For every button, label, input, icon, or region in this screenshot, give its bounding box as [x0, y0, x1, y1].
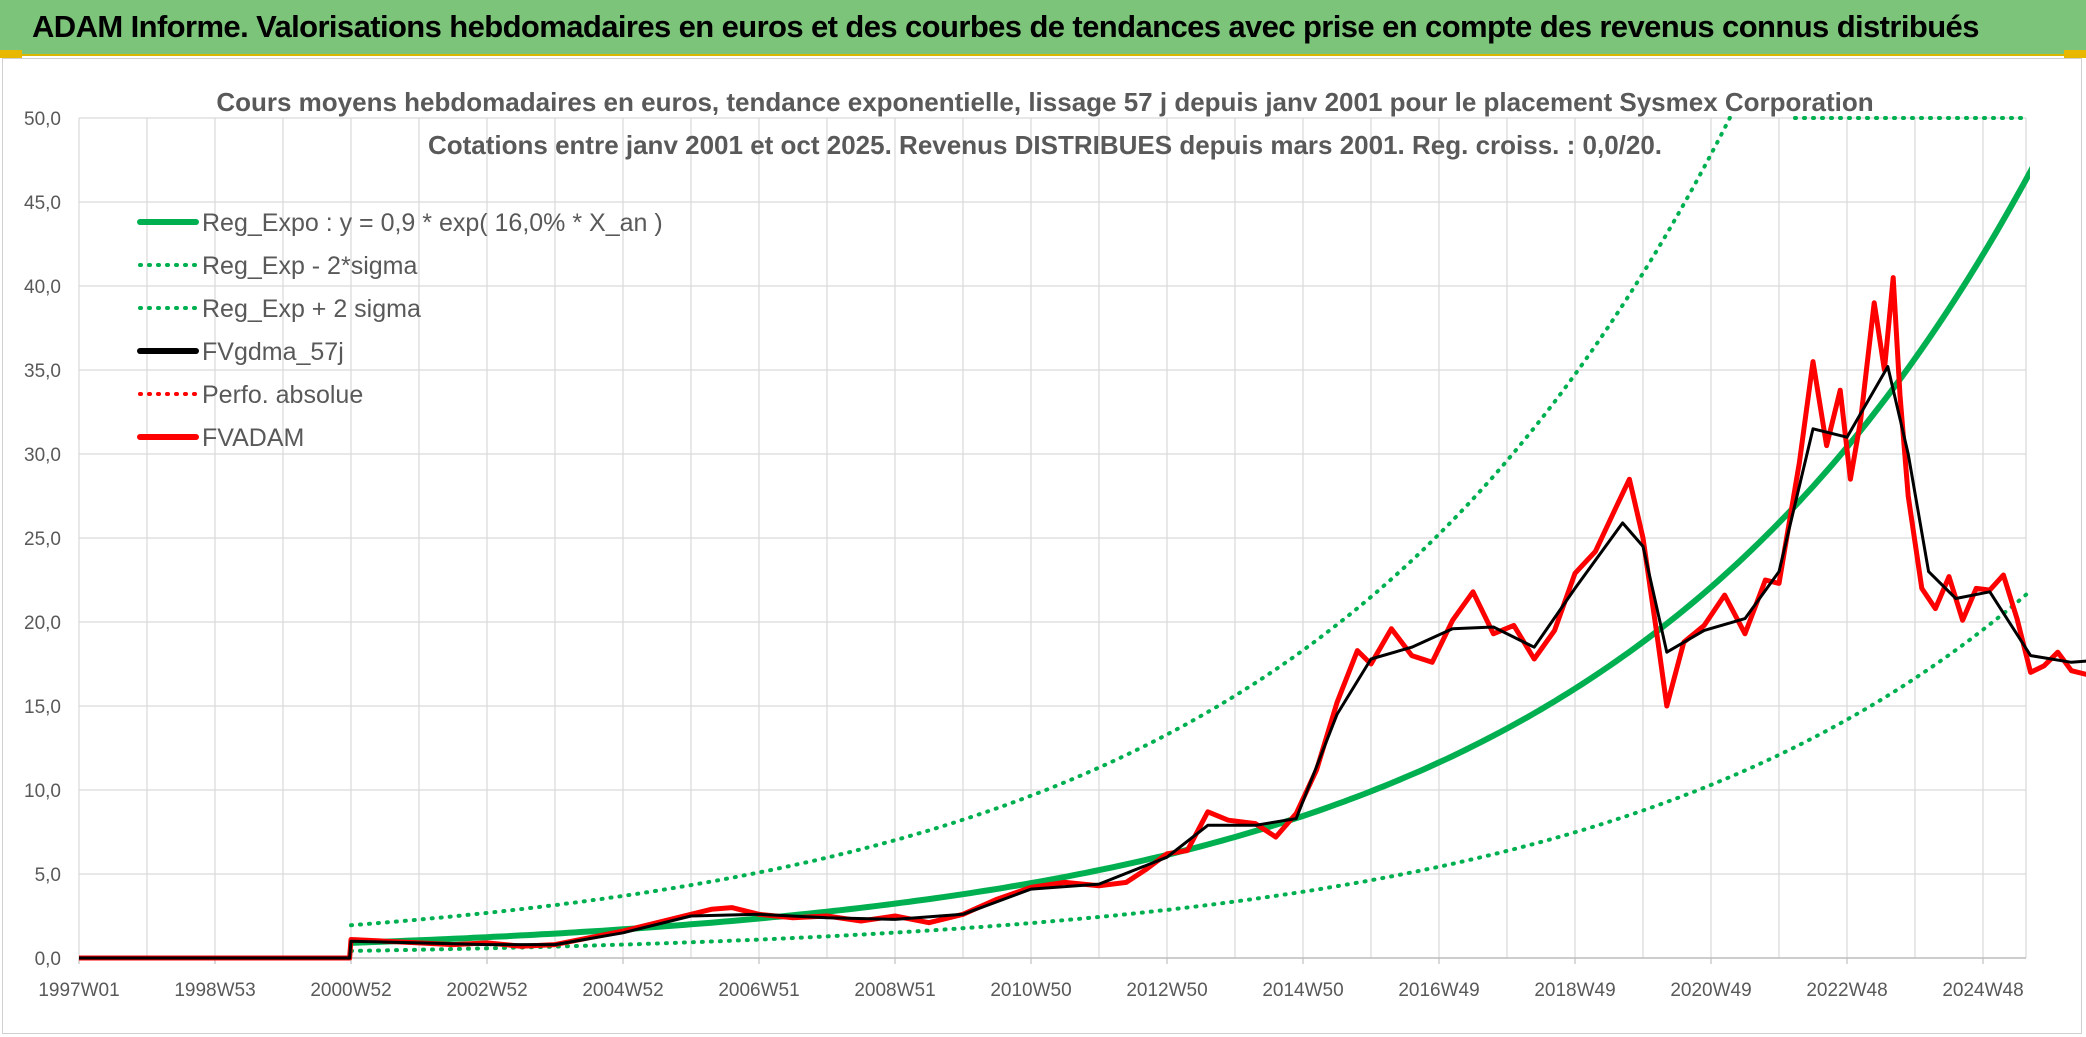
- x-tick-label: 1997W01: [38, 980, 119, 1001]
- y-tick-label: 30,0: [24, 445, 61, 466]
- banner-corner-left: [0, 50, 22, 58]
- series-reg-expo: [350, 165, 2030, 946]
- chart-frame: [2, 58, 2082, 1034]
- legend-label: Reg_Exp - 2*sigma: [202, 252, 417, 280]
- banner-corner-right: [2064, 50, 2086, 58]
- y-tick-label: 0,0: [35, 949, 61, 970]
- y-tick-label: 15,0: [24, 697, 61, 718]
- series-reg-exp-minus-2sigma: [349, 588, 2030, 953]
- x-tick-label: 2002W52: [446, 980, 527, 1001]
- x-tick-label: 2008W51: [854, 980, 935, 1001]
- legend-label: FVgdma_57j: [202, 338, 344, 366]
- legend-label: Reg_Exp + 2 sigma: [202, 295, 421, 323]
- x-axis-ticks: 1997W01 1998W53 2000W52 2002W52 2004W52 2006W…: [38, 958, 2024, 1001]
- chart-legend: Reg_Expo : y = 0,9 * exp( 16,0% * X_an )…: [137, 209, 663, 452]
- chart-subtitle: Cotations entre janv 2001 et oct 2025. R…: [428, 130, 1662, 160]
- x-tick-label: 2010W50: [990, 980, 1071, 1001]
- x-tick-label: 2024W48: [1942, 980, 2023, 1001]
- series-fvadam: [79, 275, 2086, 961]
- chart-title: Cours moyens hebdomadaires en euros, ten…: [216, 87, 1873, 117]
- y-axis-ticks: 0,0 5,0 10,0 15,0 20,0 25,0 30,0 35,0 40,0 45,0 50…: [24, 109, 61, 970]
- report-title: ADAM Informe. Valorisations hebdomadaire…: [32, 9, 1979, 44]
- legend-label: Reg_Expo : y = 0,9 * exp( 16,0% * X_an ): [202, 209, 663, 237]
- x-tick-label: 2004W52: [582, 980, 663, 1001]
- legend-label: FVADAM: [202, 424, 304, 452]
- legend-label: Perfo. absolue: [202, 381, 363, 409]
- y-tick-label: 45,0: [24, 193, 61, 214]
- x-tick-label: 1998W53: [174, 980, 255, 1001]
- x-tick-label: 2014W50: [1262, 980, 1343, 1001]
- y-tick-label: 40,0: [24, 277, 61, 298]
- chart-titles: Cours moyens hebdomadaires en euros, ten…: [216, 87, 1873, 160]
- y-tick-label: 20,0: [24, 613, 61, 634]
- report-banner: ADAM Informe. Valorisations hebdomadaire…: [0, 0, 2086, 56]
- gridlines: [78, 117, 2027, 959]
- y-tick-label: 35,0: [24, 361, 61, 382]
- y-tick-label: 25,0: [24, 529, 61, 550]
- x-tick-label: 2006W51: [718, 980, 799, 1001]
- x-tick-label: 2012W50: [1126, 980, 1207, 1001]
- series-fvgdma-57j: [79, 365, 2086, 960]
- y-tick-label: 50,0: [24, 109, 61, 130]
- chart-series: [79, 116, 2086, 961]
- x-tick-label: 2020W49: [1670, 980, 1751, 1001]
- x-tick-label: 2016W49: [1398, 980, 1479, 1001]
- y-tick-label: 5,0: [35, 865, 61, 886]
- x-tick-label: 2018W49: [1534, 980, 1615, 1001]
- x-tick-label: 2000W52: [310, 980, 391, 1001]
- x-tick-label: 2022W48: [1806, 980, 1887, 1001]
- y-tick-label: 10,0: [24, 781, 61, 802]
